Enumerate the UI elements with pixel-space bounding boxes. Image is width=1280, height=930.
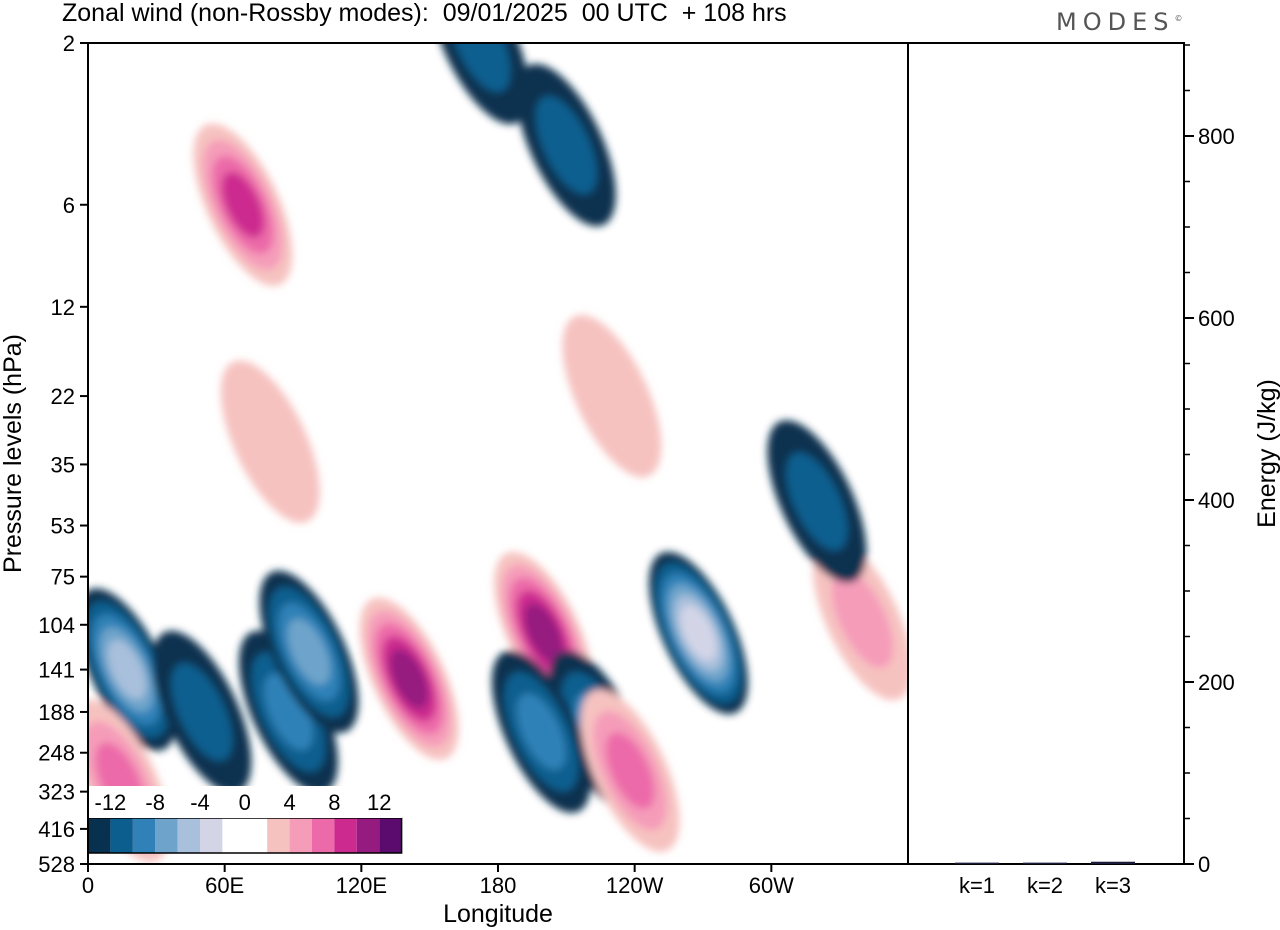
energy-frame <box>907 42 1185 865</box>
heatmap-cell <box>287 618 331 685</box>
colorbar-swatch <box>200 818 223 853</box>
heatmap-cell <box>524 603 563 663</box>
energy-bar <box>1023 862 1067 865</box>
colorbar-swatch <box>132 818 156 853</box>
x-tick-label: 120E <box>336 873 387 898</box>
colorbar-swatch <box>222 818 245 853</box>
energy-tick-label: 200 <box>1198 670 1235 695</box>
energy-tick-label: 800 <box>1198 124 1235 149</box>
energy-bar <box>955 862 999 865</box>
heatmap-cell <box>680 605 717 661</box>
y-tick-label: 35 <box>51 452 75 477</box>
colorbar-swatch <box>155 818 178 853</box>
y-tick-label: 528 <box>38 852 75 877</box>
heatmap-cell <box>221 171 265 238</box>
x-tick-label: 60W <box>749 873 794 898</box>
colorbar-swatch <box>244 818 268 853</box>
energy-bars: 0 200 400 600 800 Energy (J/kg) k=1 k=2 k=3 <box>955 44 1280 898</box>
colorbar-swatch <box>312 818 335 853</box>
logo-text: MODES <box>1056 8 1175 36</box>
colorbar-label: 4 <box>283 790 295 815</box>
colorbar-label-bg <box>356 786 403 818</box>
colorbar-label: -8 <box>145 790 165 815</box>
colorbar-swatch <box>177 818 200 853</box>
heatmap-cell <box>264 673 313 751</box>
colorbar-swatch <box>379 818 402 853</box>
y-tick-label: 75 <box>51 565 75 590</box>
chart-title: Zonal wind (non-Rossby modes): 09/01/202… <box>62 0 787 27</box>
y-tick-label: 2 <box>63 31 75 56</box>
colorbar-swatch <box>88 818 111 853</box>
colorbar-label-bg <box>266 786 313 818</box>
x-tick-label: 120W <box>606 873 664 898</box>
y-tick-label: 12 <box>51 295 75 320</box>
y-tick-label: 416 <box>38 817 75 842</box>
colorbar-label-bg <box>87 786 134 818</box>
colorbar-swatch <box>356 818 380 853</box>
energy-tick-label: 0 <box>1198 852 1210 877</box>
y-tick-label: 141 <box>38 658 75 683</box>
x-tick-label: 60E <box>205 873 244 898</box>
y-tick-label: 6 <box>63 193 75 218</box>
x-axis-label: Longitude <box>443 900 553 928</box>
colorbar-label: 8 <box>328 790 340 815</box>
energy-tick-label: 400 <box>1198 488 1235 513</box>
heatmap-cell <box>535 96 597 195</box>
energy-category-label: k=2 <box>1027 873 1063 898</box>
heatmap-cell <box>389 649 429 709</box>
heatmap-cell <box>562 314 662 478</box>
energy-axis-label: Energy (J/kg) <box>1253 379 1280 528</box>
colorbar: -12 -8 -4 0 4 8 12 <box>87 786 403 854</box>
colorbar-swatch <box>334 818 357 853</box>
modes-logo: MODES© <box>1056 8 1183 36</box>
y-tick-label: 188 <box>38 700 75 725</box>
energy-category-label: k=1 <box>959 873 995 898</box>
colorbar-label-bg <box>177 786 223 818</box>
y-tick-label: 53 <box>51 514 75 539</box>
energy-tick-label: 600 <box>1198 306 1235 331</box>
heatmap-plot <box>88 43 908 862</box>
colorbar-label: -12 <box>95 790 127 815</box>
y-tick-label: 104 <box>38 613 75 638</box>
heatmap-cell <box>107 639 147 700</box>
colorbar-label: 12 <box>367 790 391 815</box>
colorbar-label-bg <box>311 786 358 818</box>
heatmap-cell <box>831 569 894 669</box>
heatmap-cell <box>171 662 233 761</box>
colorbar-label-bg <box>132 786 179 818</box>
y-tick-label: 248 <box>38 741 75 766</box>
x-tick-label: 0 <box>82 873 94 898</box>
heatmap-cell <box>605 732 655 809</box>
colorbar-label: 0 <box>239 790 251 815</box>
energy-category-label: k=3 <box>1095 873 1131 898</box>
y-axis-label: Pressure levels (hPa) <box>0 334 27 573</box>
colorbar-swatch <box>289 818 312 853</box>
y-tick-label: 323 <box>38 780 75 805</box>
colorbar-label-bg <box>221 786 268 818</box>
heatmap-cell <box>516 693 566 770</box>
y-tick-label: 22 <box>51 384 75 409</box>
x-tick-label: 180 <box>480 873 517 898</box>
heatmap-cell <box>786 452 848 551</box>
colorbar-swatch <box>267 818 290 853</box>
heatmap-fill <box>88 43 908 862</box>
colorbar-label: -4 <box>190 790 210 815</box>
heatmap-cell <box>220 360 320 523</box>
energy-bar <box>1091 861 1135 864</box>
colorbar-swatch <box>110 818 133 853</box>
